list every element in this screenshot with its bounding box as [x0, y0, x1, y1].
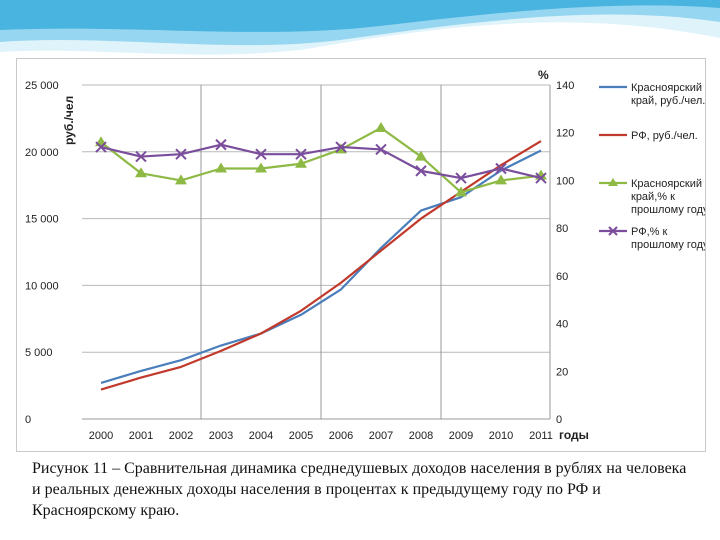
- legend-label-line: край,% к: [631, 191, 675, 203]
- data-point-x: [335, 141, 347, 153]
- data-point-triangle: [375, 121, 387, 132]
- data-point-triangle: [495, 174, 507, 185]
- data-point-x-stroke: [495, 162, 507, 175]
- axis-layer: 0 5 000 10 000 15 000 20 000 25 000 0 20 40 60 80 1…: [25, 68, 589, 442]
- data-point-x: [415, 165, 427, 177]
- y-right-tick-label: 100: [556, 175, 574, 187]
- y-left-tick-label: 0: [25, 414, 31, 426]
- data-point-x-stroke: [135, 150, 147, 163]
- y-right-tick-label: 80: [556, 223, 568, 235]
- x-tick-label: 2011: [529, 430, 553, 442]
- legend: Красноярский край, руб./чел.РФ, руб./чел.…: [599, 82, 705, 251]
- series-line-3: [100, 126, 542, 194]
- x-tick-label: 2003: [209, 430, 233, 442]
- data-point-x: [455, 172, 467, 184]
- x-tick-label: 2010: [489, 430, 513, 442]
- y-right-axis-title: %: [538, 68, 549, 82]
- x-tick-label: 2002: [169, 430, 193, 442]
- legend-label-line: Красноярский: [631, 82, 702, 94]
- y-right-tick-label: 120: [556, 128, 574, 140]
- data-point-x: [375, 143, 387, 156]
- x-tick-label: 2009: [449, 430, 473, 442]
- series-line-1: [100, 149, 542, 384]
- data-point-x: [175, 148, 187, 160]
- y-left-tick-label: 5 000: [25, 347, 53, 359]
- legend-label-line: край, руб./чел.: [631, 95, 705, 107]
- x-tick-label: 2008: [409, 430, 433, 442]
- legend-label-line: прошлому году: [631, 204, 705, 216]
- data-point-triangle: [255, 162, 267, 173]
- legend-label-3: Красноярский край,% к прошлому году: [631, 178, 705, 216]
- y-left-tick-label: 20 000: [25, 147, 59, 159]
- banner-wave-dark: [0, 0, 720, 32]
- x-tick-label: 2001: [129, 430, 153, 442]
- x-tick-label: 2005: [289, 430, 313, 442]
- series-layer: [95, 121, 547, 391]
- data-point-triangle: [135, 167, 147, 178]
- data-point-x-stroke: [215, 138, 227, 151]
- y-left-axis-title: руб./чел: [62, 96, 76, 145]
- figure-caption: Рисунок 11 – Сравнительная динамика сред…: [32, 460, 687, 519]
- y-left-tick-label: 15 000: [25, 214, 59, 226]
- legend-label-line: РФ, руб./чел.: [631, 130, 698, 142]
- line-chart: 0 5 000 10 000 15 000 20 000 25 000 0 20 40 60 80 1…: [25, 68, 705, 442]
- data-point-x: [95, 141, 107, 153]
- x-tick-label: 2006: [329, 430, 353, 442]
- legend-label-line: Красноярский: [631, 178, 702, 190]
- data-point-x-stroke: [95, 141, 107, 153]
- data-point-x-stroke: [335, 141, 347, 153]
- data-point-x: [255, 148, 267, 160]
- series-line-4: [100, 143, 542, 180]
- legend-label-1: Красноярский край, руб./чел.: [631, 82, 705, 107]
- y-right-tick-label: 60: [556, 271, 568, 283]
- y-right-tick-label: 20: [556, 366, 568, 378]
- legend-label-2: РФ, руб./чел.: [631, 130, 698, 142]
- data-point-x: [535, 172, 547, 184]
- decorative-banner: [0, 0, 720, 55]
- data-point-x-stroke: [535, 172, 547, 184]
- chart-area: 0 5 000 10 000 15 000 20 000 25 000 0 20 40 60 80 1…: [16, 58, 706, 452]
- data-point-triangle: [415, 150, 427, 161]
- x-tick-label: 2007: [369, 430, 393, 442]
- data-point-triangle: [295, 157, 307, 168]
- series-line-2: [100, 140, 542, 391]
- data-point-x: [135, 150, 147, 163]
- y-left-tick-label: 25 000: [25, 80, 59, 92]
- data-point-x-stroke: [255, 148, 267, 160]
- y-right-tick-label: 0: [556, 414, 562, 426]
- grid-layer: [82, 84, 551, 420]
- y-right-tick-label: 40: [556, 319, 568, 331]
- data-point-x-stroke: [375, 143, 387, 156]
- data-point-x: [295, 148, 307, 160]
- data-point-x-stroke: [175, 148, 187, 160]
- data-point-triangle: [95, 136, 107, 147]
- x-tick-label: 2004: [249, 430, 273, 442]
- data-point-x-stroke: [295, 148, 307, 160]
- y-right-tick-label: 140: [556, 80, 574, 92]
- x-axis-title: годы: [559, 428, 589, 442]
- legend-label-line: РФ,% к: [631, 226, 667, 238]
- data-point-x: [495, 162, 507, 175]
- legend-marker-triangle: [608, 178, 618, 186]
- data-point-triangle: [455, 186, 467, 197]
- legend-label-4: РФ,% к прошлому году: [631, 226, 705, 251]
- y-left-tick-label: 10 000: [25, 280, 59, 292]
- data-point-triangle: [215, 162, 227, 173]
- data-point-triangle: [175, 174, 187, 185]
- data-point-x-stroke: [455, 172, 467, 184]
- x-tick-label: 2000: [89, 430, 113, 442]
- data-point-x: [215, 138, 227, 151]
- legend-marker-x: [608, 226, 618, 236]
- data-point-x-stroke: [415, 165, 427, 177]
- legend-label-line: прошлому году: [631, 239, 705, 251]
